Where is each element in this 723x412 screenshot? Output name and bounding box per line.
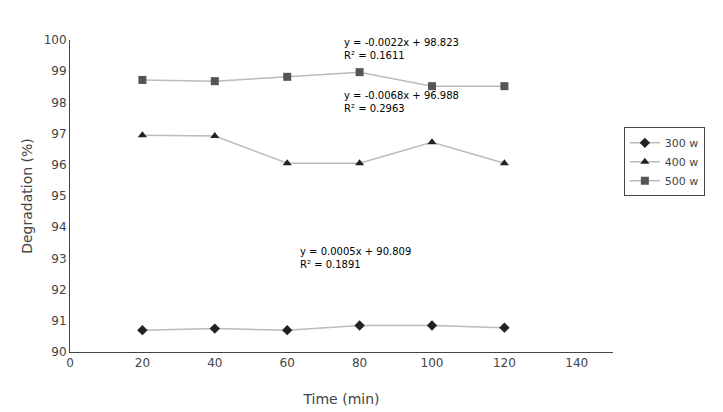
svg-text:100: 100	[421, 356, 444, 370]
svg-text:500 w: 500 w	[665, 175, 699, 188]
svg-text:Time (min): Time (min)	[302, 391, 379, 407]
svg-text:95: 95	[51, 189, 66, 203]
svg-text:93: 93	[51, 252, 66, 266]
svg-text:99: 99	[51, 64, 66, 78]
svg-text:80: 80	[352, 356, 367, 370]
svg-text:20: 20	[135, 356, 150, 370]
svg-text:120: 120	[493, 356, 516, 370]
svg-text:97: 97	[51, 127, 66, 141]
svg-text:y = -0.0068x + 96.988R² = 0.29: y = -0.0068x + 96.988R² = 0.2963	[344, 90, 459, 114]
svg-text:300 w: 300 w	[665, 137, 699, 150]
svg-text:90: 90	[51, 345, 66, 359]
svg-text:40: 40	[207, 356, 222, 370]
svg-text:100: 100	[44, 33, 67, 47]
svg-text:400 w: 400 w	[665, 156, 699, 169]
svg-text:y = 0.0005x + 90.809R² = 0.189: y = 0.0005x + 90.809R² = 0.1891	[300, 246, 411, 270]
svg-text:92: 92	[51, 283, 66, 297]
svg-text:140: 140	[565, 356, 588, 370]
svg-text:Degradation (%): Degradation (%)	[19, 138, 35, 254]
svg-text:91: 91	[51, 314, 66, 328]
svg-text:98: 98	[51, 96, 66, 110]
svg-text:y = -0.0022x + 98.823R² = 0.16: y = -0.0022x + 98.823R² = 0.1611	[344, 37, 459, 61]
svg-text:94: 94	[51, 220, 66, 234]
svg-text:60: 60	[280, 356, 295, 370]
svg-text:0: 0	[66, 356, 74, 370]
svg-text:96: 96	[51, 158, 66, 172]
